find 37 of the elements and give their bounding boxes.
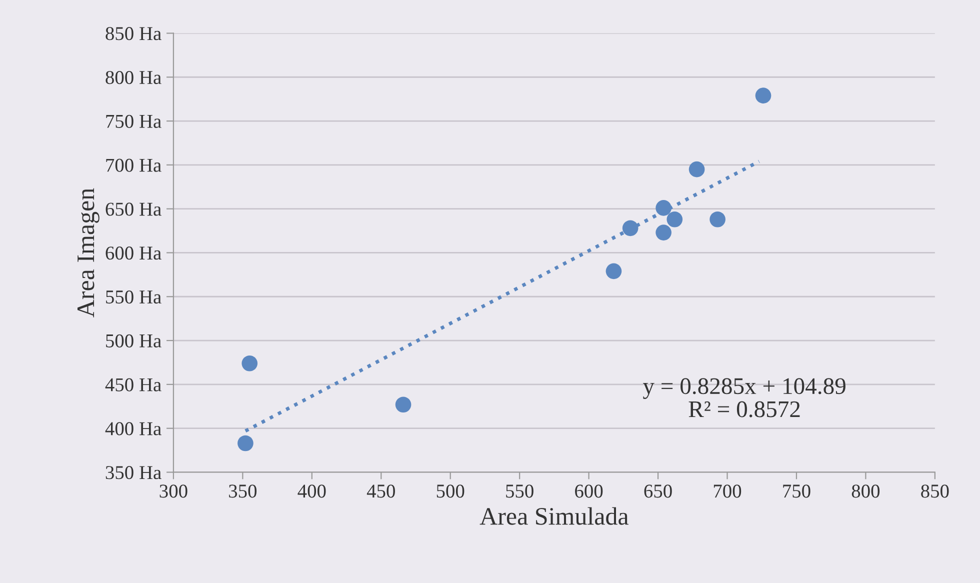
point [666, 211, 683, 228]
y-tick-label: 650 Ha [106, 202, 162, 216]
point [755, 88, 772, 104]
x-tick-label: 300 [160, 484, 188, 498]
point [606, 263, 622, 280]
point [622, 220, 638, 236]
point [395, 396, 412, 413]
y-tick-label: 800 Ha [106, 70, 162, 84]
x-tick-label: 400 [298, 484, 326, 498]
y-axis-title: Area Imagen [78, 188, 100, 318]
point [688, 161, 705, 178]
x-tick-label: 800 [852, 484, 880, 498]
x-tick-label: 500 [436, 484, 464, 498]
point [656, 224, 672, 240]
y-tick-label: 400 Ha [105, 422, 162, 436]
y-tick-label: 700 Ha [106, 158, 162, 172]
y-tick-label: 750 Ha [106, 114, 162, 128]
point [242, 355, 258, 372]
x-tick-label: 550 [506, 484, 534, 498]
x-tick-label: 450 [366, 484, 395, 498]
y-tick-label: 450 Ha [105, 378, 162, 392]
x-tick-label: 600 [575, 484, 603, 498]
y-tick-label: 550 Ha [106, 290, 162, 304]
point [238, 435, 254, 452]
y-tick-label: 600 Ha [106, 246, 162, 260]
x-tick-label: 750 [783, 484, 810, 498]
point [710, 211, 726, 228]
x-tick-label: 850 [921, 484, 949, 498]
point [656, 200, 672, 216]
x-tick-label: 650 [644, 484, 672, 498]
x-axis-title: Area Simulada [480, 507, 628, 525]
y-tick-label: 500 Ha [106, 334, 162, 348]
y-tick-label: 850 Ha [106, 27, 162, 40]
y-tick-label: 350 Ha [106, 466, 162, 480]
annotation: y = 0.8285x + 104.89 R² = 0.8572 [642, 378, 846, 418]
x-tick-label: 700 [714, 484, 742, 498]
x-tick-label: 350 [229, 484, 257, 498]
